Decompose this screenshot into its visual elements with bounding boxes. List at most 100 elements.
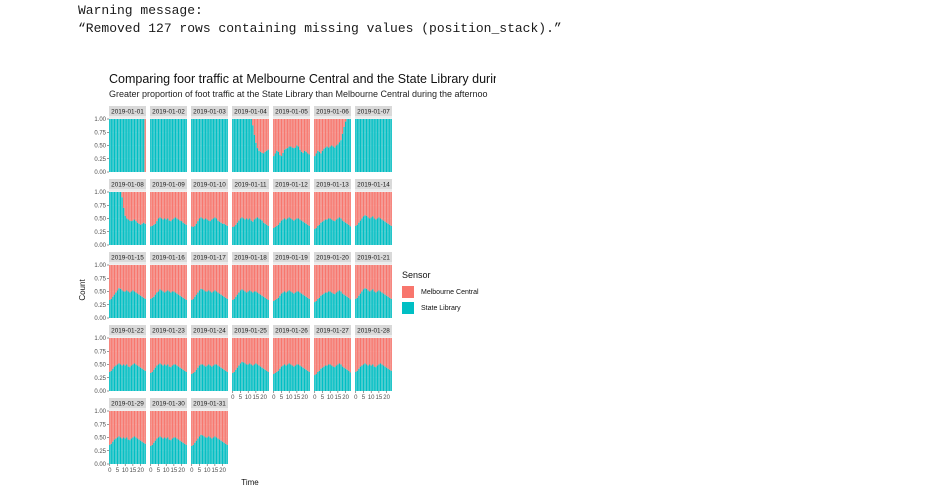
bar-melbourne-central: [299, 119, 301, 150]
bar-melbourne-central: [236, 338, 239, 368]
bar-melbourne-central: [123, 192, 125, 208]
facet-strip-label: 2019-01-29: [111, 401, 144, 408]
bar-state-library: [369, 218, 371, 245]
bar-melbourne-central: [376, 265, 378, 292]
bar-melbourne-central: [194, 411, 196, 443]
bar-melbourne-central: [214, 411, 216, 437]
bar-melbourne-central: [356, 338, 358, 371]
facet-panel: [191, 262, 228, 318]
bar-state-library: [252, 292, 254, 318]
bar-melbourne-central: [389, 192, 391, 225]
bar-melbourne-central: [164, 265, 166, 293]
bar-state-library: [226, 371, 228, 391]
bar-state-library: [315, 301, 317, 318]
bar-state-library: [116, 290, 119, 318]
bar-state-library: [348, 370, 350, 391]
bar-melbourne-central: [115, 338, 117, 366]
bar-state-library: [246, 119, 248, 172]
bar-melbourne-central: [277, 265, 280, 298]
bar-melbourne-central: [287, 265, 289, 292]
bar-melbourne-central: [115, 411, 117, 439]
bar-melbourne-central: [337, 338, 339, 365]
bar-state-library: [209, 437, 211, 464]
bar-state-library: [139, 295, 142, 318]
bar-state-library: [323, 293, 325, 318]
bar-melbourne-central: [150, 192, 152, 227]
bar-state-library: [305, 296, 307, 318]
bar-melbourne-central: [143, 192, 145, 223]
facet-panel: [355, 335, 392, 391]
facet-strip-label: 2019-01-19: [275, 255, 308, 262]
bar-state-library: [217, 292, 219, 318]
bar-melbourne-central: [238, 338, 240, 366]
bar-state-library: [315, 374, 317, 391]
bar-state-library: [344, 295, 347, 318]
bar-melbourne-central: [384, 265, 386, 295]
bar-state-library: [341, 366, 344, 391]
bar-state-library: [331, 145, 333, 172]
x-tick-label: 5: [239, 395, 243, 401]
bar-melbourne-central: [212, 411, 214, 438]
bar-state-library: [179, 367, 181, 391]
bar-state-library: [232, 226, 234, 245]
y-tick-label: 1.00: [94, 263, 106, 269]
bar-state-library: [119, 288, 122, 318]
bar-state-library: [121, 197, 123, 245]
bar-melbourne-central: [242, 338, 245, 363]
bar-melbourne-central: [283, 119, 286, 150]
facet-strip-label: 2019-01-06: [316, 109, 349, 116]
bar-melbourne-central: [221, 265, 224, 296]
bar-melbourne-central: [332, 265, 334, 294]
bar-melbourne-central: [287, 119, 289, 149]
facet-strip: [355, 106, 392, 116]
bar-state-library: [296, 291, 298, 318]
bar-melbourne-central: [381, 338, 383, 365]
y-tick-label: 1.00: [94, 336, 106, 342]
bar-state-library: [217, 365, 219, 391]
bar-state-library: [376, 365, 378, 391]
bar-state-library: [343, 221, 345, 245]
facet-strip-label: 2019-01-08: [111, 182, 144, 189]
bar-state-library: [133, 291, 136, 318]
facet-strip: [150, 325, 187, 335]
bar-melbourne-central: [220, 338, 222, 368]
bar-state-library: [201, 119, 204, 172]
bar-state-library: [116, 364, 119, 391]
bar-melbourne-central: [349, 192, 351, 227]
bar-melbourne-central: [156, 411, 158, 439]
bar-melbourne-central: [132, 411, 134, 438]
bar-melbourne-central: [337, 192, 339, 219]
bar-melbourne-central: [160, 411, 163, 438]
bar-melbourne-central: [285, 338, 287, 366]
bar-state-library: [153, 224, 155, 245]
bar-melbourne-central: [321, 192, 324, 222]
bar-state-library: [110, 298, 112, 318]
bar-state-library: [191, 445, 193, 464]
bar-melbourne-central: [387, 338, 389, 369]
bar-melbourne-central: [168, 265, 170, 292]
bar-melbourne-central: [174, 265, 177, 293]
bar-state-library: [307, 370, 309, 391]
bar-melbourne-central: [151, 265, 153, 298]
facet-strip: [273, 106, 310, 116]
facet-strip-label: 2019-01-11: [234, 182, 267, 189]
bar-state-library: [164, 218, 166, 245]
bar-melbourne-central: [332, 338, 334, 367]
bar-state-library: [180, 368, 183, 391]
facet-panel: [232, 335, 269, 391]
bar-state-library: [123, 291, 125, 318]
facet-strip-label: 2019-01-28: [357, 328, 390, 335]
bar-melbourne-central: [208, 192, 210, 221]
console-warning-message: “Removed 127 rows containing missing val…: [78, 21, 562, 36]
bar-state-library: [214, 364, 216, 391]
bar-state-library: [197, 438, 199, 464]
bar-state-library: [174, 437, 177, 464]
bar-melbourne-central: [203, 411, 205, 437]
bar-state-library: [335, 219, 337, 245]
bar-melbourne-central: [124, 192, 126, 216]
bar-state-library: [261, 367, 263, 391]
bar-state-library: [209, 119, 211, 172]
x-tick-label: 15: [253, 395, 260, 401]
bar-melbourne-central: [283, 338, 286, 365]
bar-state-library: [389, 369, 391, 391]
